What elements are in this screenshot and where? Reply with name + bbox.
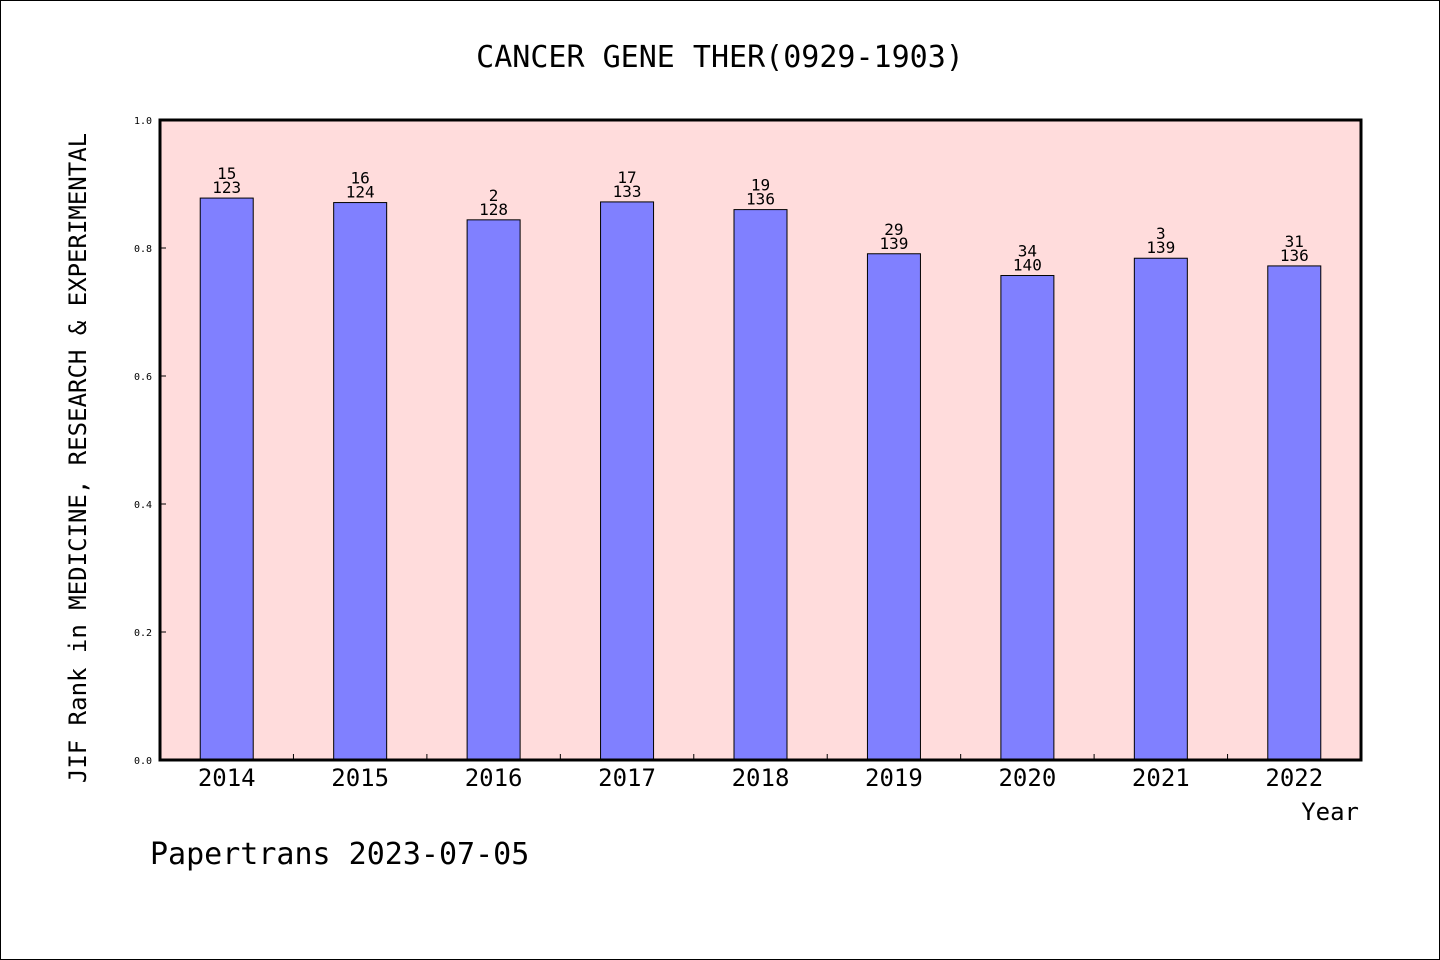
bar-label-bottom: 124 bbox=[346, 183, 375, 202]
y-tick-label: 0.0 bbox=[134, 756, 152, 767]
bar-label-top: 16 bbox=[351, 169, 370, 188]
y-axis-label: JIF Rank in MEDICINE, RESEARCH & EXPERIM… bbox=[64, 133, 92, 783]
bar-label-top: 3 bbox=[1156, 224, 1166, 243]
bar-2016 bbox=[466, 219, 521, 761]
y-axis-ticks: 0.0 0.2 0.4 0.6 0.8 1.0 bbox=[134, 116, 166, 767]
y-tick-label: 0.8 bbox=[134, 244, 152, 255]
bar-2022 bbox=[1267, 265, 1322, 761]
y-tick-label: 0.6 bbox=[134, 372, 152, 383]
plot-frame bbox=[158, 118, 1363, 762]
x-tick-label: 2020 bbox=[998, 764, 1056, 792]
x-axis-ticks: 2014 2015 2016 2017 2018 2019 2020 2021 2022 bbox=[198, 754, 1323, 792]
bar-label-top: 17 bbox=[617, 168, 636, 187]
x-tick-label: 2021 bbox=[1132, 764, 1190, 792]
bar-label-bottom: 140 bbox=[1013, 256, 1042, 275]
bar-label-bottom: 123 bbox=[212, 178, 241, 197]
bar-label-top: 34 bbox=[1018, 242, 1037, 261]
bar-label-bottom: 128 bbox=[479, 200, 508, 219]
x-tick-label: 2018 bbox=[732, 764, 790, 792]
bar-label-top: 19 bbox=[751, 176, 770, 195]
x-tick-label: 2015 bbox=[331, 764, 389, 792]
bar-2014 bbox=[199, 197, 254, 761]
y-tick-label: 0.2 bbox=[134, 628, 152, 639]
x-tick-label: 2022 bbox=[1265, 764, 1323, 792]
bar-label-top: 15 bbox=[217, 164, 236, 183]
bar-2019 bbox=[866, 253, 921, 761]
y-tick-label: 0.4 bbox=[134, 500, 152, 511]
chart-title: CANCER GENE THER(0929-1903) bbox=[476, 40, 964, 75]
x-axis-label: Year bbox=[1301, 798, 1359, 826]
bar-label-top: 31 bbox=[1285, 232, 1304, 251]
x-tick-label: 2017 bbox=[598, 764, 656, 792]
x-tick-label: 2019 bbox=[865, 764, 923, 792]
bar-label-bottom: 133 bbox=[613, 182, 642, 201]
x-tick-label: 2014 bbox=[198, 764, 256, 792]
bar-2015 bbox=[333, 202, 388, 761]
bar-2021 bbox=[1133, 257, 1188, 761]
bar-2020 bbox=[1000, 275, 1055, 761]
bar-label-bottom: 139 bbox=[879, 234, 908, 253]
bar-label-top: 2 bbox=[489, 186, 499, 205]
bar-label-top: 29 bbox=[884, 220, 903, 239]
y-tick-label: 1.0 bbox=[134, 116, 152, 127]
bar-2018 bbox=[733, 209, 788, 761]
x-tick-label: 2016 bbox=[465, 764, 523, 792]
bar-label-bottom: 139 bbox=[1146, 238, 1175, 257]
bar-2017 bbox=[600, 201, 655, 761]
bar-label-bottom: 136 bbox=[1280, 246, 1309, 265]
footer-credit: Papertrans 2023-07-05 bbox=[150, 837, 529, 872]
bar-label-bottom: 136 bbox=[746, 190, 775, 209]
